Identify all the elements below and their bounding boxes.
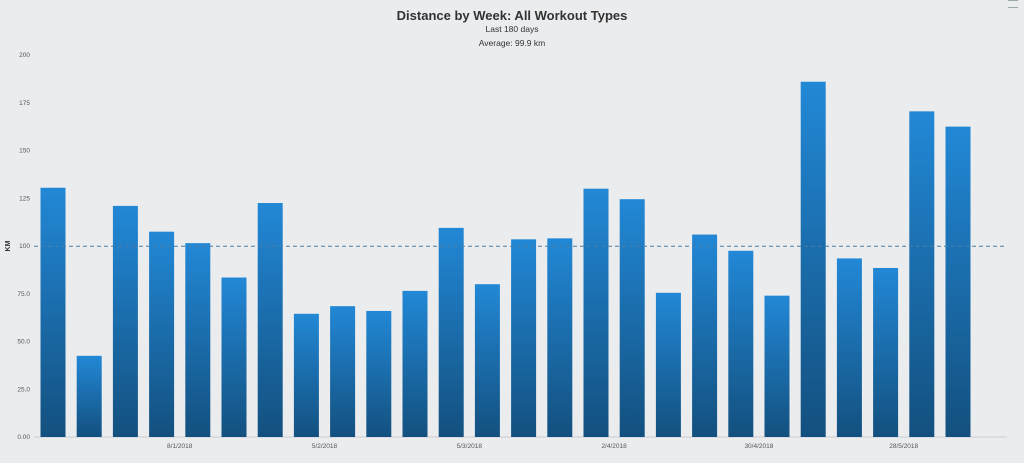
bar[interactable] [221,277,247,437]
bar[interactable] [764,295,790,437]
bar[interactable] [583,188,609,437]
bar[interactable] [511,239,537,437]
bar[interactable] [257,203,283,437]
bar[interactable] [728,250,754,437]
bar[interactable] [619,199,645,437]
x-tick-label: 5/2/2018 [312,443,338,450]
y-tick-label: 175 [19,100,30,107]
x-tick-label: 8/1/2018 [167,443,193,450]
y-tick-label: 25.0 [17,386,30,393]
y-tick-label: 100 [19,243,30,250]
y-tick-label: 75.0 [17,291,30,298]
y-tick-label: 150 [19,148,30,155]
bar[interactable] [366,310,392,437]
y-axis-label: KM [5,240,12,251]
x-axis: 8/1/2018 5/2/2018 5/3/2018 2/4/2018 30/4/201… [34,436,1007,450]
x-tick-label: 5/3/2018 [457,443,483,450]
bar[interactable] [692,234,718,437]
chart-average-label: Average: 99.9 km [478,38,546,48]
bar[interactable] [474,284,500,437]
bar[interactable] [873,267,899,437]
bar[interactable] [800,81,826,438]
bar[interactable] [836,258,862,437]
y-tick-label: 50.0 [17,339,30,346]
bar[interactable] [76,355,102,437]
y-axis: 0.00 25.0 50.0 75.0 100 125 150 175 200 KM [5,52,30,441]
chart-subtitle: Last 180 days [485,24,539,34]
bar[interactable] [402,290,428,437]
x-tick-label: 28/5/2018 [889,443,918,450]
bar[interactable] [655,292,681,437]
bar[interactable] [945,126,971,437]
y-tick-label: 125 [19,195,30,202]
bar[interactable] [330,306,356,437]
bar[interactable] [438,227,464,437]
hamburger-menu-icon[interactable] [1008,0,1018,8]
bar[interactable] [547,238,573,437]
y-tick-label: 0.00 [17,434,30,441]
bar[interactable] [149,231,175,437]
bar[interactable] [40,187,66,437]
x-tick-label: 30/4/2018 [744,443,773,450]
y-tick-label: 200 [19,52,30,59]
bar[interactable] [909,111,935,437]
bar[interactable] [185,243,211,437]
chart-title: Distance by Week: All Workout Types [396,8,628,23]
x-tick-label: 2/4/2018 [601,443,627,450]
bar[interactable] [293,313,319,437]
bar[interactable] [112,205,138,437]
bars [40,81,971,438]
